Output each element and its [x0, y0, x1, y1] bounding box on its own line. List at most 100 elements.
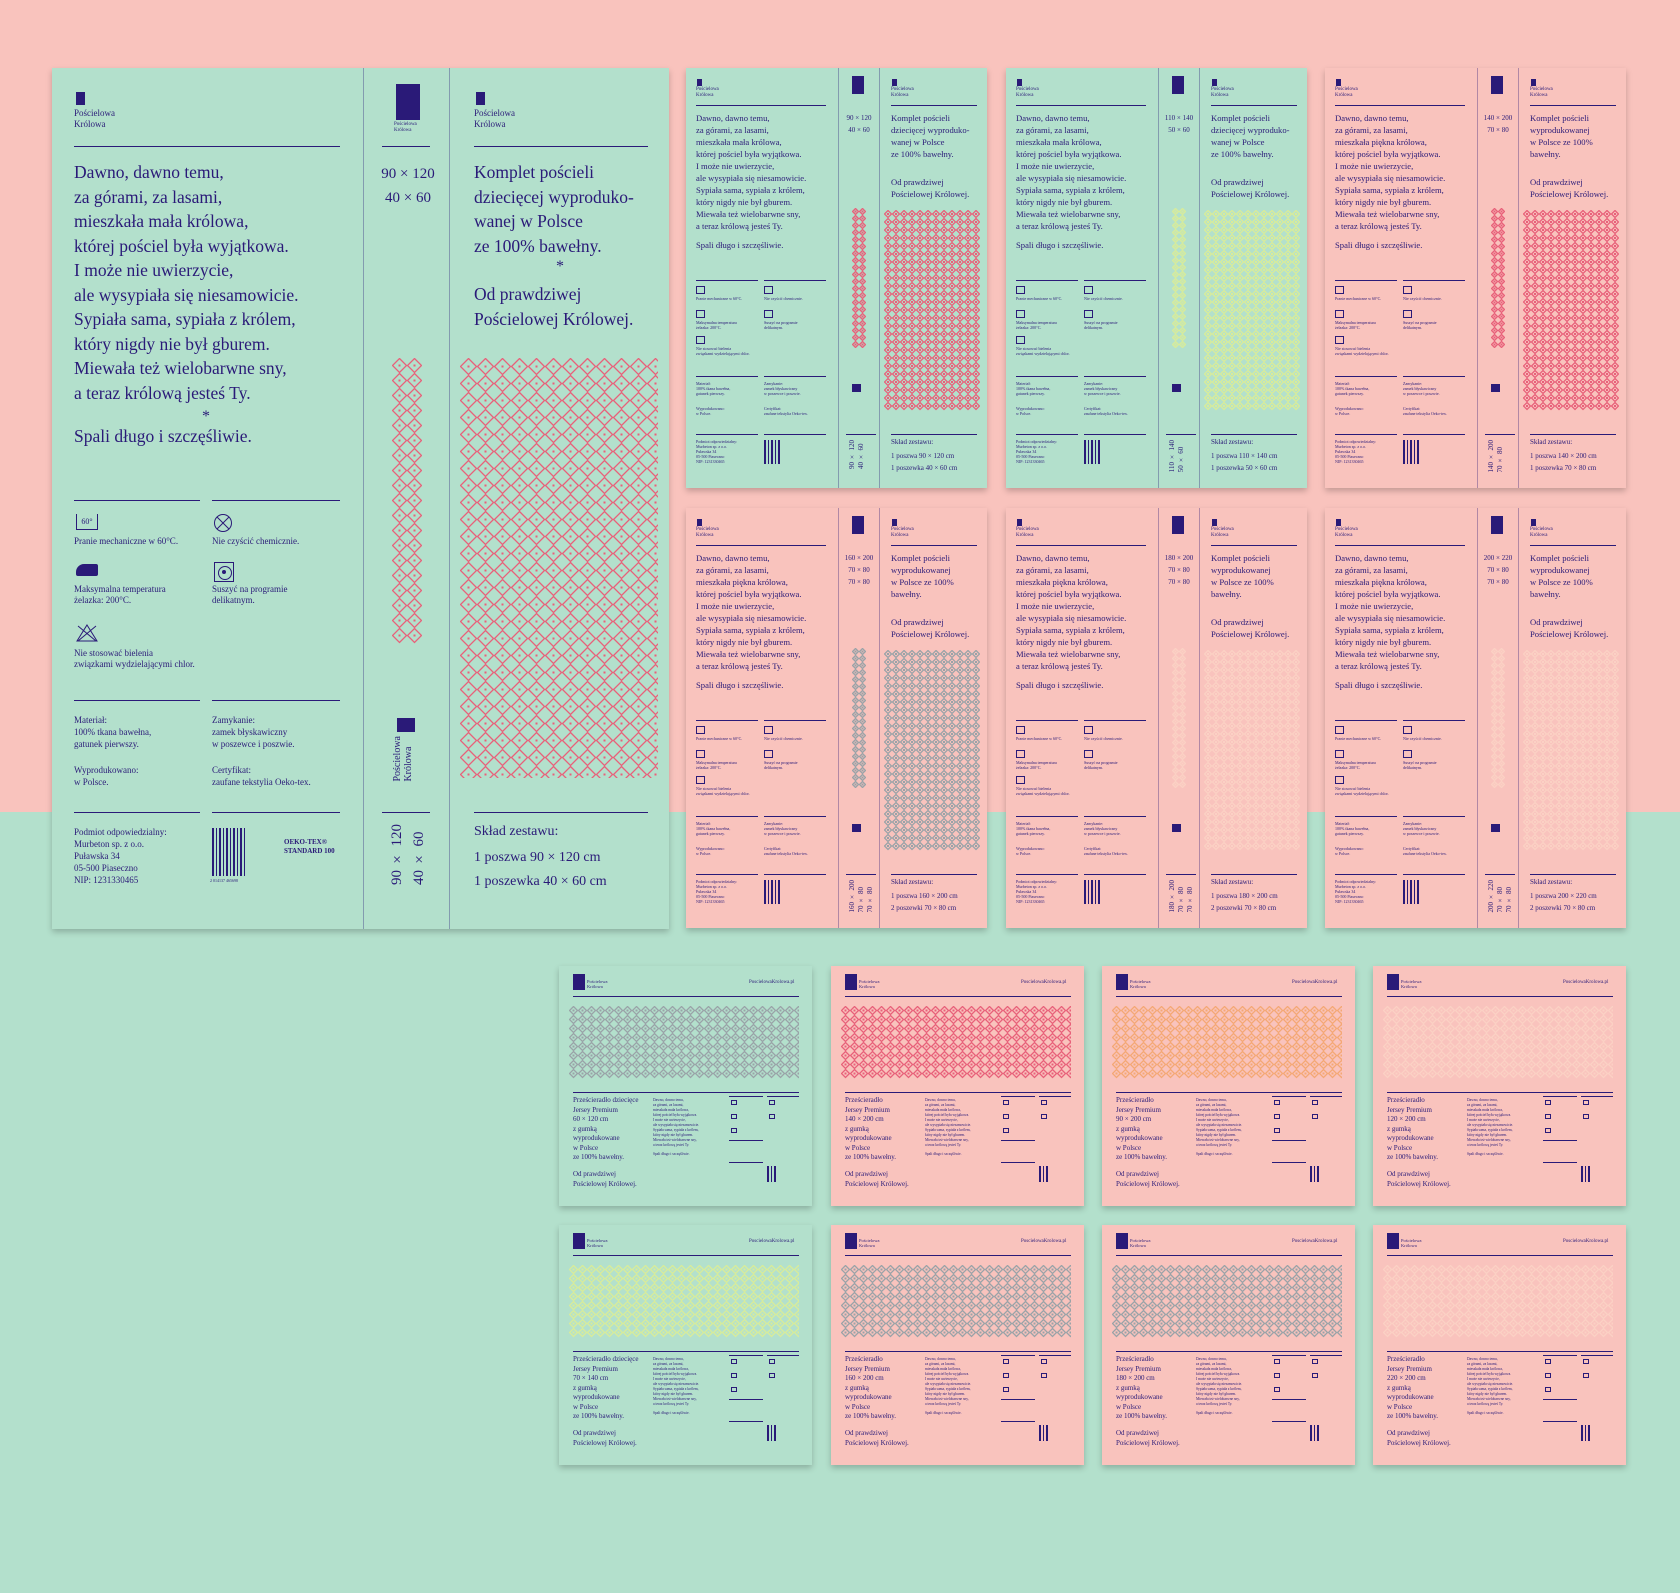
diamond-mark	[858, 780, 866, 788]
diamond-dot	[1493, 762, 1496, 765]
diamond-dot	[413, 544, 416, 547]
diamond-dot	[1247, 805, 1249, 807]
diamond-mark	[1211, 361, 1221, 371]
diamond-mark	[1523, 785, 1532, 795]
diamond-dot	[1279, 805, 1281, 807]
diamond-dot	[1255, 845, 1257, 847]
diamond-dot	[1231, 829, 1233, 831]
diamond-dot	[1550, 685, 1552, 687]
diamond-dot	[1271, 733, 1273, 735]
diamond-dot	[959, 725, 961, 727]
diamond-dot	[1207, 229, 1209, 231]
diamond-dot	[935, 773, 937, 775]
diamond-mark	[1219, 650, 1229, 659]
diamond-dot	[1263, 717, 1265, 719]
diamond-mark	[1219, 745, 1229, 755]
diamond-mark	[884, 361, 893, 371]
diamond-mark	[1554, 353, 1564, 363]
diamond-mark	[1562, 369, 1572, 379]
diamond-dot	[854, 664, 857, 667]
diamond-mark	[1172, 745, 1180, 754]
diamond-mark	[493, 714, 512, 733]
diamond-mark	[1578, 313, 1588, 323]
diamond-mark	[907, 345, 917, 355]
diamond-dot	[1263, 845, 1265, 847]
iron-200-icon	[696, 750, 705, 758]
diamond-dot	[1239, 349, 1241, 351]
diamond-dot	[1174, 769, 1177, 772]
diamond-dot	[1574, 789, 1576, 791]
diamond-dot	[1263, 805, 1265, 807]
diamond-mark	[971, 305, 980, 315]
diamond-mark	[858, 710, 866, 719]
diamond-dot	[1614, 653, 1616, 655]
diamond-dot	[1271, 781, 1273, 783]
diamond-mark	[1283, 793, 1293, 803]
diamond-mark	[595, 527, 614, 546]
diamond-dot	[1534, 805, 1536, 807]
diamond-dot	[975, 357, 977, 359]
diamond-dot	[1598, 789, 1600, 791]
diamond-dot	[1534, 309, 1536, 311]
diamond-dot	[1542, 789, 1544, 791]
diamond-dot	[1574, 405, 1576, 407]
diamond-dot	[1287, 789, 1289, 791]
diamond-mark	[915, 689, 925, 699]
diamond-dot	[1558, 277, 1560, 279]
diamond-mark	[884, 650, 893, 659]
diamond-dot	[854, 734, 857, 737]
diamond-mark	[1243, 729, 1253, 739]
diamond-mark	[939, 393, 949, 403]
diamond-dot	[951, 669, 953, 671]
diamond-mark	[1570, 361, 1580, 371]
divider	[764, 874, 826, 875]
diamond-dot	[1247, 749, 1249, 751]
diamond-mark	[1251, 361, 1261, 371]
diamond-dot	[484, 586, 487, 589]
iron-200-icon	[1016, 750, 1025, 758]
diamond-dot	[1558, 261, 1560, 263]
diamond-mark	[939, 289, 949, 299]
size-list-vertical: 110 × 140 50 × 60	[1168, 440, 1185, 473]
diamond-dot	[919, 701, 921, 703]
diamond-dot	[1614, 397, 1616, 399]
diamond-dot	[861, 720, 864, 723]
diamond-dot	[919, 373, 921, 375]
diamond-mark	[1283, 713, 1293, 723]
diamond-dot	[1247, 357, 1249, 359]
diamond-mark	[1235, 345, 1245, 355]
diamond-dot	[887, 285, 889, 287]
diamond-mark	[971, 761, 980, 771]
diamond-mark	[1586, 225, 1596, 235]
care-text: Pranie mechaniczne w 60°C.	[1335, 736, 1382, 741]
diamond-mark	[1491, 214, 1499, 223]
diamond-mark	[1227, 841, 1237, 851]
diamond-mark	[1178, 277, 1186, 286]
diamond-mark	[852, 724, 860, 733]
diamond-dot	[887, 309, 889, 311]
diamond-dot	[1271, 685, 1273, 687]
diamond-dot	[1614, 717, 1616, 719]
diamond-dot	[854, 252, 857, 255]
diamond-mark	[963, 210, 973, 219]
diamond-mark	[1235, 385, 1245, 395]
diamond-mark	[955, 650, 965, 659]
diamond-dot	[903, 845, 905, 847]
diamond-mark	[544, 391, 563, 410]
diamond-dot	[935, 845, 937, 847]
diamond-dot	[484, 620, 487, 623]
diamond-mark	[891, 713, 901, 723]
diamond-mark	[561, 476, 580, 495]
diamond-dot	[1550, 821, 1552, 823]
diamond-mark	[947, 385, 957, 395]
diamond-dot	[919, 709, 921, 711]
diamond-mark	[1211, 697, 1221, 707]
diamond-mark	[1251, 673, 1261, 683]
crown-logo-icon	[1336, 519, 1341, 526]
diamond-dot	[919, 333, 921, 335]
diamond-mark	[1259, 785, 1269, 795]
diamond-mark	[915, 657, 925, 667]
diamond-mark	[923, 329, 933, 339]
diamond-mark	[923, 313, 933, 323]
diamond-mark	[1602, 289, 1612, 299]
